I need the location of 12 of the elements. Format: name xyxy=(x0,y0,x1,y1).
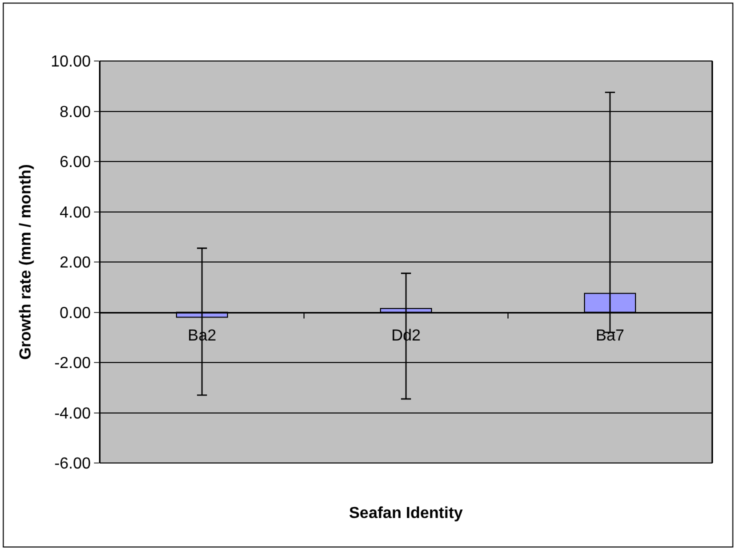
x-tick-label: Ba7 xyxy=(596,327,624,344)
y-tick-label: 8.00 xyxy=(60,104,91,121)
y-tick-label: -6.00 xyxy=(54,456,91,473)
y-tick-label: 4.00 xyxy=(60,204,91,222)
y-tick-label: -4.00 xyxy=(54,405,91,422)
y-tick-label: -2.00 xyxy=(54,355,91,372)
y-tick-label: 6.00 xyxy=(60,154,91,172)
y-tick-label: 0.00 xyxy=(60,304,91,322)
x-axis-title: Seafan Identity xyxy=(349,505,463,522)
y-tick-label: 10.00 xyxy=(50,54,91,71)
y-tick-label: 2.00 xyxy=(60,254,91,272)
y-axis-title: Growth rate (mm / month) xyxy=(18,164,35,360)
